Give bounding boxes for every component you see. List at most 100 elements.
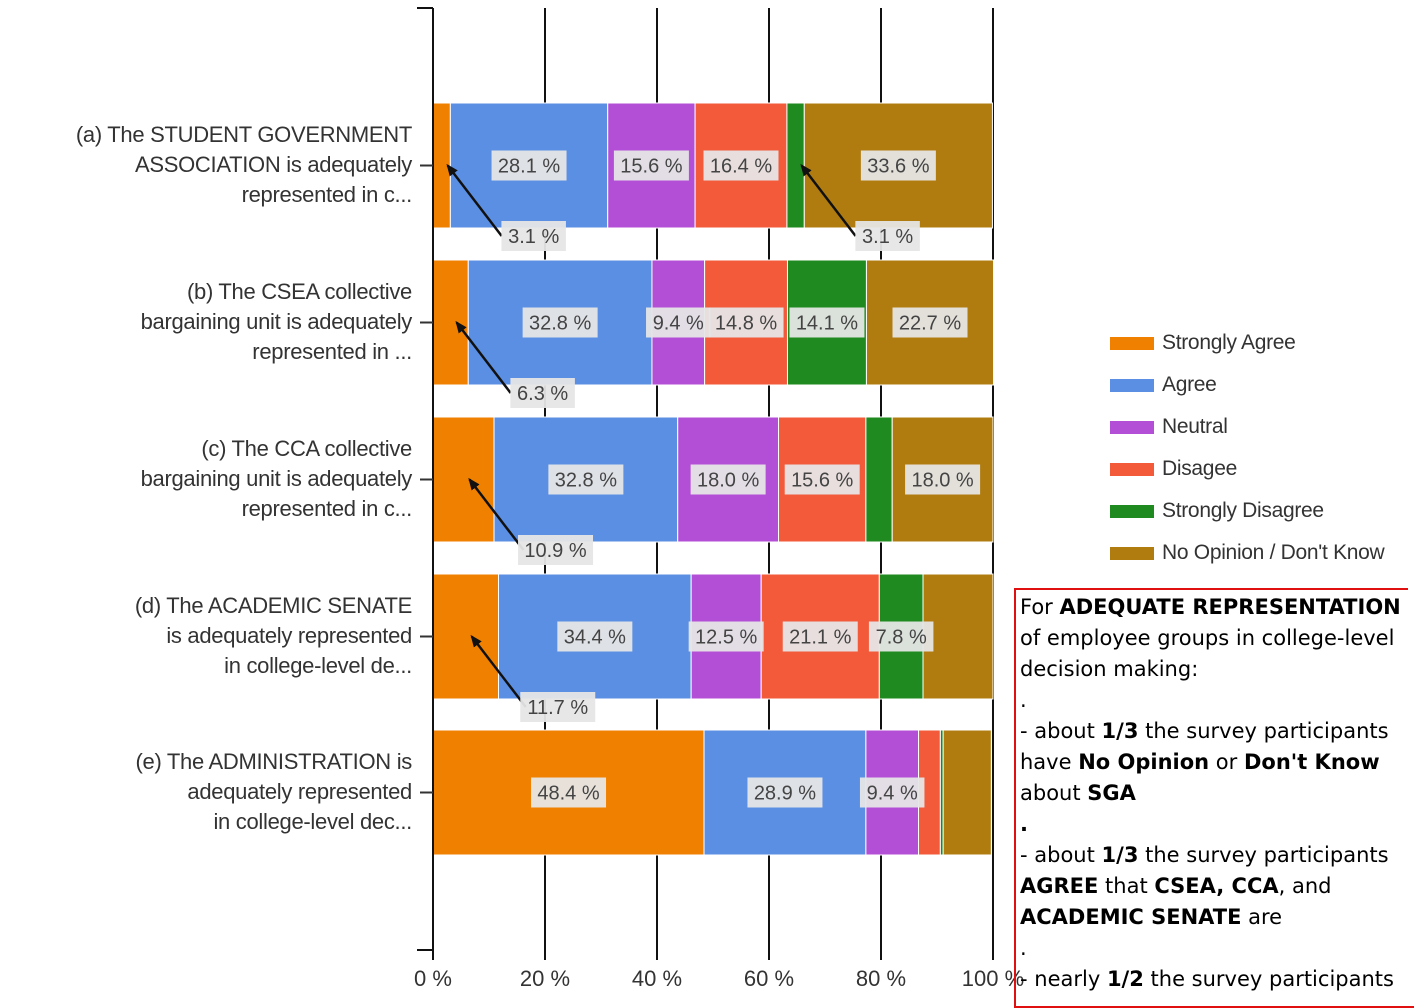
- note-line: .: [1020, 685, 1414, 716]
- category-label: (c) The CCA collective bargaining unit is…: [0, 434, 413, 524]
- note-text: are: [1241, 905, 1283, 929]
- note-text: - nearly: [1020, 967, 1107, 991]
- legend-label: Agree: [1162, 373, 1217, 396]
- note-text: CSEA, CCA: [1154, 874, 1279, 898]
- data-label-bg: [703, 150, 779, 181]
- callout-arrow: [800, 163, 857, 237]
- data-label-text: 34.4 %: [564, 627, 626, 649]
- callout-label: 3.1 %: [855, 221, 920, 251]
- legend-swatch: [1110, 546, 1154, 560]
- x-tick-label: 0 %: [414, 966, 452, 991]
- bar-3-5: [922, 573, 994, 700]
- category-label-line: (b) The CSEA collective: [186, 278, 412, 304]
- note-line: - about 1/3 the survey participants: [1020, 840, 1414, 871]
- legend-item: Disagee: [1110, 448, 1410, 490]
- note-text: 1/2: [1106, 967, 1144, 991]
- note-text: .: [1020, 688, 1027, 712]
- note-text: - about: [1020, 843, 1102, 867]
- data-label: 15.6 %: [784, 464, 860, 495]
- data-label: 16.4 %: [703, 150, 779, 181]
- x-tick-label: 20 %: [520, 966, 570, 991]
- data-label-text: 33.6 %: [867, 156, 929, 178]
- legend-label: Strongly Agree: [1162, 331, 1296, 354]
- data-label: 32.8 %: [548, 464, 624, 495]
- axes: 0 % 20 % 40 % 60 % 80 % 100 %: [414, 7, 1024, 991]
- category-label-line: represented in c...: [241, 181, 413, 207]
- data-label-bg: [646, 307, 711, 338]
- data-label: 33.6 %: [860, 150, 936, 181]
- data-label-text: 18.0 %: [697, 470, 759, 492]
- x-tick-label: 100 %: [962, 966, 1024, 991]
- callout-label: 6.3 %: [510, 378, 575, 408]
- callout-arrow: [470, 634, 527, 708]
- legend-swatch: [1110, 504, 1154, 518]
- legend-item: No Opinion / Don't Know: [1110, 532, 1410, 574]
- note-clip: [1408, 586, 1414, 993]
- note-text: No Opinion: [1078, 750, 1210, 774]
- data-label: 12.5 %: [688, 621, 764, 652]
- data-label-text: 28.1 %: [498, 156, 560, 178]
- category-label-line: adequately represented: [187, 778, 412, 804]
- bar-segment: [432, 573, 500, 700]
- legend-item: Strongly Disagree: [1110, 490, 1410, 532]
- callout-arrow: [446, 163, 503, 237]
- data-label-text: 9.4 %: [867, 783, 918, 805]
- legend-swatch: [1110, 378, 1154, 392]
- data-label: 21.1 %: [782, 621, 858, 652]
- x-tick-label: 60 %: [744, 966, 794, 991]
- category-label-line: bargaining unit is adequately: [140, 465, 413, 491]
- data-labels: 28.1 % 15.6 % 16.4 % 33.6 % 32.8 % 9.4 % 14.8 …: [446, 150, 981, 808]
- data-label-text: 48.4 %: [537, 783, 599, 805]
- x-tick-label: 80 %: [856, 966, 906, 991]
- data-label-bg: [522, 307, 598, 338]
- category-label: (a) The STUDENT GOVERNMENT ASSOCIATION is…: [0, 120, 412, 210]
- note-text: decision making:: [1020, 657, 1199, 681]
- data-label-bg: [491, 150, 567, 181]
- data-label-text: 10.9 %: [524, 540, 586, 562]
- x-tick-label: 40 %: [632, 966, 682, 991]
- category-label-line: (c) The CCA collective: [201, 435, 412, 461]
- category-label-line: ASSOCIATION is adequately: [135, 151, 412, 177]
- data-label-bg: [613, 150, 689, 181]
- data-label: 28.1 %: [491, 150, 567, 181]
- data-label-bg: [789, 307, 865, 338]
- data-label-bg: [518, 535, 594, 565]
- data-label: 32.8 %: [522, 307, 598, 338]
- category-label-line: represented in c...: [241, 495, 413, 521]
- category-label: (e) The ADMINISTRATION is adequately repr…: [0, 747, 412, 837]
- data-label-bg: [557, 621, 633, 652]
- legend-label: Neutral: [1162, 415, 1228, 438]
- category-label-line: represented in ...: [252, 338, 412, 364]
- data-label-bg: [747, 777, 823, 808]
- category-label-line: (e) The ADMINISTRATION is: [135, 748, 412, 774]
- note-text: For: [1020, 595, 1060, 619]
- legend-item: Agree: [1110, 364, 1410, 406]
- data-label: 15.6 %: [613, 150, 689, 181]
- data-label-bg: [892, 307, 968, 338]
- note-text: about: [1020, 781, 1088, 805]
- note-text: Don't Know: [1243, 750, 1380, 774]
- legend-label: No Opinion / Don't Know: [1162, 541, 1385, 564]
- note-line: about SGA: [1020, 778, 1414, 809]
- note-line: For ADEQUATE REPRESENTATION: [1020, 592, 1414, 623]
- bar-2-0: [432, 416, 495, 543]
- note-text: have: [1020, 750, 1079, 774]
- data-label: 18.0 %: [905, 464, 981, 495]
- data-label-text: 15.6 %: [620, 156, 682, 178]
- data-label: 9.4 %: [646, 307, 711, 338]
- data-label-text: 12.5 %: [695, 627, 757, 649]
- data-label-text: 11.7 %: [527, 697, 588, 719]
- data-label-bg: [868, 621, 934, 652]
- data-label-text: 14.8 %: [715, 313, 777, 335]
- bar-segment: [865, 416, 893, 543]
- bars: [432, 102, 995, 856]
- data-label: 28.9 %: [747, 777, 823, 808]
- note-text: that: [1098, 874, 1155, 898]
- data-label-bg: [708, 307, 784, 338]
- callout-label: 10.9 %: [518, 535, 594, 565]
- data-label-text: 9.4 %: [653, 313, 704, 335]
- legend: Strongly Agree Agree Neutral Disagee Strongl…: [1110, 322, 1410, 574]
- note-line: AGREE that CSEA, CCA, and: [1020, 871, 1414, 902]
- note-text: 1/3: [1101, 843, 1139, 867]
